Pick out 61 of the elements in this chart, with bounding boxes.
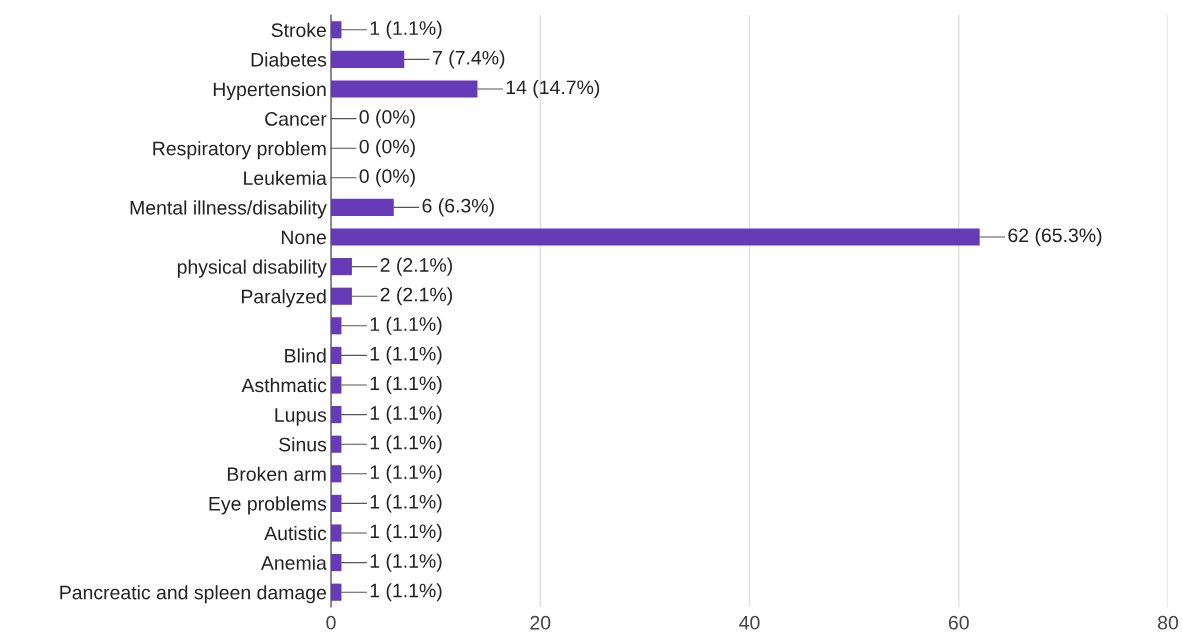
data-label: 0 (0%) <box>359 139 415 158</box>
data-label: 1 (1.1%) <box>370 583 442 602</box>
data-label: 1 (1.1%) <box>370 435 442 454</box>
bar <box>331 465 342 483</box>
y-tick-label: None <box>281 230 326 245</box>
data-label: 62 (65.3%) <box>1008 227 1102 247</box>
data-label: 1 (1.1%) <box>370 523 442 543</box>
y-tick-label: physical disability <box>177 259 327 278</box>
x-tick-label: 60 <box>948 615 969 630</box>
y-tick-label: Anemia <box>260 555 327 570</box>
bar <box>331 583 342 601</box>
bar <box>331 317 342 335</box>
y-tick-label: Blind <box>285 348 326 363</box>
y-tick-label: Hypertension <box>213 81 326 101</box>
x-tick-label: 20 <box>530 615 551 630</box>
bar <box>331 524 342 542</box>
data-label: 1 (1.1%) <box>370 553 442 572</box>
y-tick-label: Eye problems <box>209 496 327 515</box>
data-label: 1 (1.1%) <box>370 20 442 39</box>
data-label: 1 (1.1%) <box>370 405 442 424</box>
y-tick-label: Cancer <box>265 112 327 126</box>
data-label: 2 (2.1%) <box>380 287 452 306</box>
x-tick-label: 80 <box>1158 615 1179 630</box>
bar <box>331 435 342 453</box>
bar <box>331 494 342 512</box>
y-tick-label: Stroke <box>271 22 326 38</box>
y-tick-label: Respiratory problem <box>153 141 326 160</box>
bar <box>331 50 405 68</box>
data-label: 14 (14.7%) <box>506 79 600 99</box>
data-label: 0 (0%) <box>359 109 415 128</box>
data-label: 6 (6.3%) <box>422 198 494 217</box>
y-tick-label: Leukemia <box>244 170 327 186</box>
bar <box>331 376 342 394</box>
y-tick-label: Sinus <box>279 437 327 452</box>
data-label: 1 (1.1%) <box>370 346 442 365</box>
data-label: 1 (1.1%) <box>370 494 442 513</box>
bar <box>331 346 342 364</box>
bar <box>331 406 342 424</box>
bar <box>331 554 342 572</box>
data-label: 7 (7.4%) <box>433 50 505 69</box>
y-tick-label: Mental illness/disability <box>130 200 327 219</box>
y-tick-label: Pancreatic and spleen damage <box>60 585 326 604</box>
x-tick-label: 0 <box>326 615 336 630</box>
x-tick-label: 40 <box>739 615 760 630</box>
y-tick-label: Broken arm <box>227 466 326 482</box>
data-label: 2 (2.1%) <box>380 257 452 276</box>
y-tick-label: Asthmatic <box>241 377 327 393</box>
y-tick-label: Lupus <box>275 408 327 426</box>
y-tick-label: Paralyzed <box>241 289 326 308</box>
bar <box>331 198 394 216</box>
bar <box>331 21 342 39</box>
bar <box>331 258 352 276</box>
data-label: 0 (0%) <box>359 168 415 187</box>
bar <box>331 287 352 305</box>
data-label: 1 (1.1%) <box>370 464 442 483</box>
y-tick-label: Autistic <box>264 525 327 541</box>
y-tick-label: Diabetes <box>251 52 327 67</box>
data-label: 1 (1.1%) <box>370 316 442 335</box>
bar <box>331 80 478 98</box>
bar <box>331 228 980 246</box>
data-label: 1 (1.1%) <box>370 375 442 395</box>
